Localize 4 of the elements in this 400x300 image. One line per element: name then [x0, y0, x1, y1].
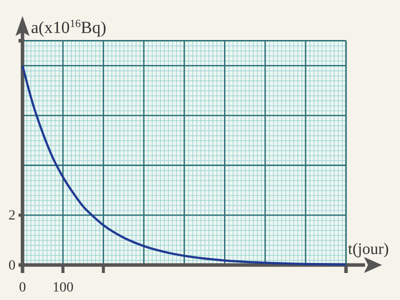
x-tick-label: 100	[52, 280, 74, 296]
y-tick-label: 2	[8, 208, 16, 224]
y-axis-title: a(x10$^{16}$Bq)	[31, 18, 106, 37]
x-axis-title: t(jour)	[348, 241, 389, 258]
